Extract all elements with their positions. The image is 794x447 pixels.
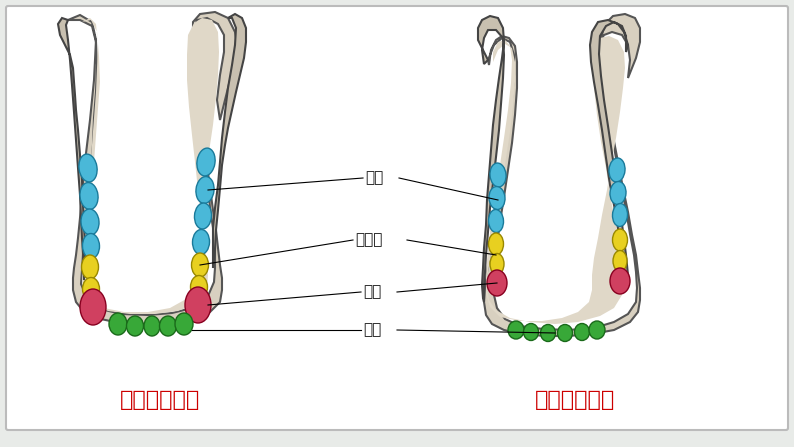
Ellipse shape: [144, 316, 160, 336]
FancyBboxPatch shape: [6, 6, 788, 430]
Ellipse shape: [612, 229, 627, 251]
Ellipse shape: [613, 250, 627, 271]
Polygon shape: [58, 18, 85, 280]
Ellipse shape: [109, 313, 127, 335]
Ellipse shape: [80, 182, 98, 210]
Text: 现代人的牙齿: 现代人的牙齿: [535, 390, 615, 410]
Ellipse shape: [609, 158, 625, 182]
Ellipse shape: [83, 233, 99, 258]
Polygon shape: [213, 14, 246, 268]
Ellipse shape: [191, 253, 209, 277]
Polygon shape: [68, 12, 238, 324]
Ellipse shape: [81, 209, 99, 235]
Polygon shape: [82, 18, 219, 314]
Ellipse shape: [192, 229, 210, 254]
Ellipse shape: [197, 148, 215, 176]
Text: 现代猿的牙齿: 现代猿的牙齿: [120, 390, 200, 410]
Ellipse shape: [610, 268, 630, 294]
Ellipse shape: [489, 186, 505, 210]
Ellipse shape: [541, 325, 556, 342]
Ellipse shape: [523, 324, 538, 341]
Ellipse shape: [185, 287, 211, 323]
Ellipse shape: [126, 316, 144, 336]
Text: 前臼齿: 前臼齿: [355, 232, 383, 248]
Ellipse shape: [575, 324, 589, 341]
Ellipse shape: [610, 181, 626, 204]
Ellipse shape: [175, 313, 193, 335]
Ellipse shape: [589, 321, 605, 339]
Ellipse shape: [80, 289, 106, 325]
Ellipse shape: [490, 253, 504, 274]
Ellipse shape: [488, 210, 503, 232]
Text: 犬齿: 犬齿: [363, 284, 381, 299]
Ellipse shape: [488, 233, 503, 255]
Polygon shape: [484, 14, 640, 336]
Polygon shape: [486, 36, 625, 324]
Ellipse shape: [79, 154, 97, 182]
Ellipse shape: [557, 325, 572, 342]
Ellipse shape: [82, 255, 98, 279]
Polygon shape: [478, 16, 504, 302]
Ellipse shape: [487, 270, 507, 296]
Ellipse shape: [196, 177, 214, 203]
Ellipse shape: [612, 203, 627, 227]
Ellipse shape: [191, 275, 207, 299]
Polygon shape: [590, 20, 628, 290]
Ellipse shape: [195, 203, 211, 229]
Ellipse shape: [490, 163, 506, 187]
Ellipse shape: [508, 321, 524, 339]
Ellipse shape: [83, 278, 99, 300]
Text: 臼齿: 臼齿: [365, 170, 384, 186]
Text: 门齿: 门齿: [363, 322, 381, 337]
Ellipse shape: [160, 316, 176, 336]
